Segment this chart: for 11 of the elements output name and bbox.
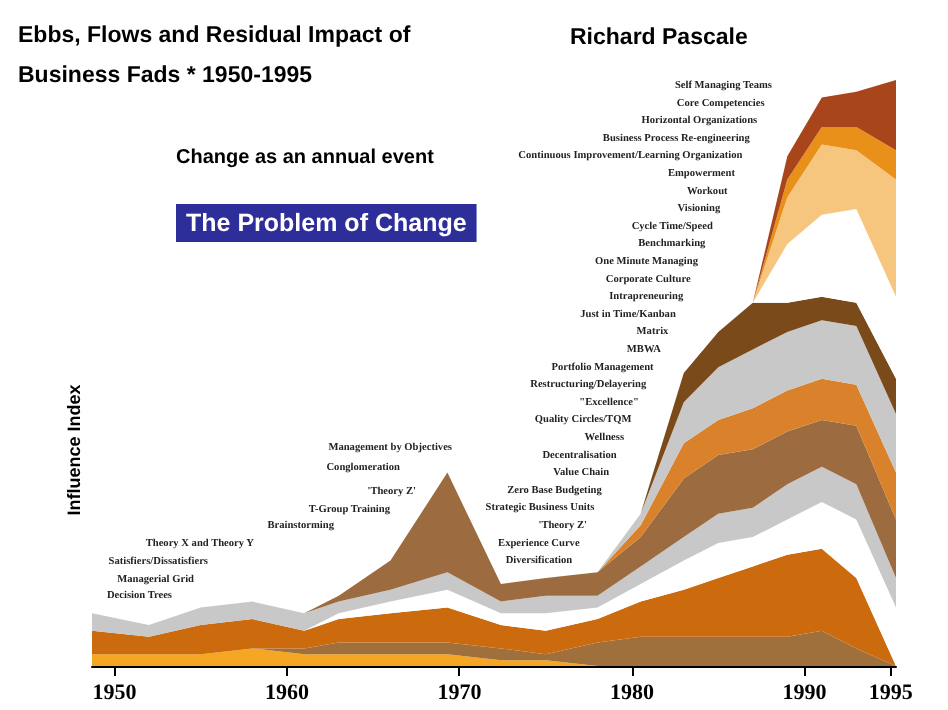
- x-tick-label: 1960: [264, 681, 310, 705]
- chart-title: Ebbs, Flows and Residual Impact of Business Fads * 1950-1995: [18, 24, 417, 88]
- x-tick-label: 1990: [782, 681, 828, 705]
- chart-subtitle: Richard Pascale: [570, 26, 748, 50]
- x-tick-label: 1980: [610, 681, 656, 705]
- annotation: Change as an annual event: [176, 147, 436, 169]
- x-tick-label: 1995: [868, 681, 914, 705]
- y-axis-title: Influence Index: [64, 384, 84, 516]
- x-tick-label: 1970: [437, 681, 483, 705]
- annotation: The Problem of Change: [186, 209, 467, 237]
- x-tick-label: 1950: [92, 681, 138, 705]
